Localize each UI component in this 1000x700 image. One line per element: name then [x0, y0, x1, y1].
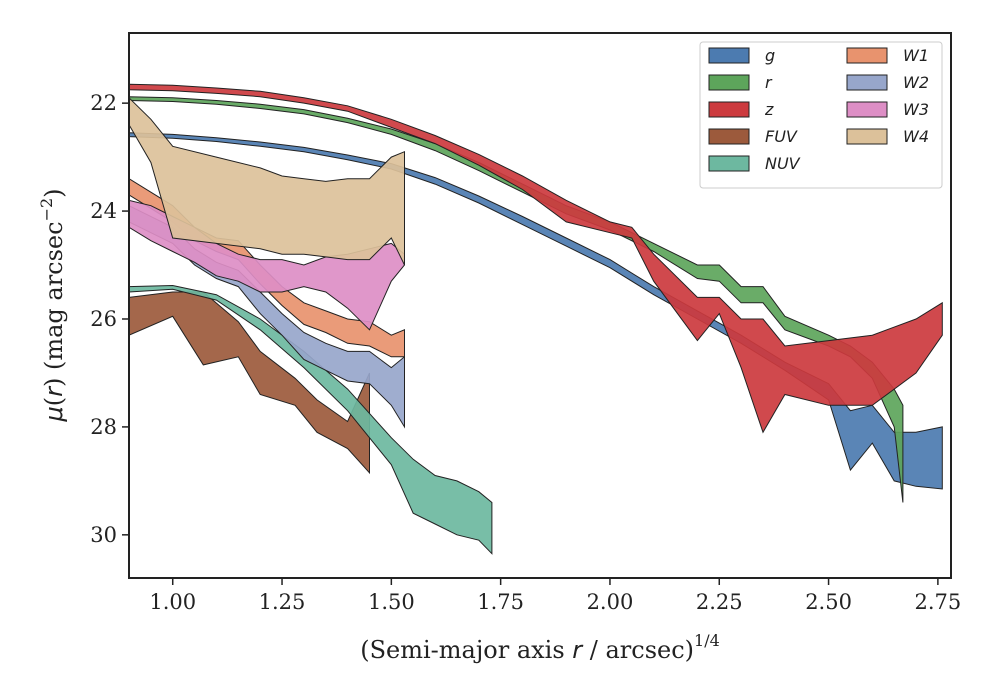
band-z [129, 83, 943, 434]
band-g [129, 132, 943, 490]
legend: grz FUV NUV W1 W2 W3 W4 [699, 41, 943, 189]
legend-label-w3: W3 [903, 100, 929, 119]
y-tick-label: 22 [90, 91, 117, 115]
y-axis-label: μ(r) (mag arcsec−2) [37, 188, 68, 422]
legend-swatch-r [708, 74, 750, 91]
x-axis-label: (Semi-major axis r / arcsec)1/4 [360, 631, 720, 664]
y-tick-label: 30 [90, 523, 117, 547]
x-tick-label: 2.25 [696, 590, 743, 614]
x-tick-label: 1.50 [368, 590, 415, 614]
band-w4 [129, 97, 405, 266]
x-tick-label: 1.00 [149, 590, 196, 614]
y-tick-label: 26 [90, 307, 117, 331]
legend-swatch-w4 [846, 128, 888, 145]
band-fuv [129, 291, 370, 475]
legend-label-g: g [765, 46, 775, 65]
y-tick-label: 24 [90, 199, 117, 223]
y-axis: 22 24 26 28 30 [90, 91, 129, 547]
legend-swatch-g [708, 47, 750, 64]
y-tick-label: 28 [90, 415, 117, 439]
legend-swatch-w3 [846, 101, 888, 118]
legend-swatch-fuv [708, 128, 750, 145]
legend-swatch-nuv [708, 155, 750, 172]
legend-label-z: z [764, 100, 774, 119]
x-tick-label: 2.75 [915, 590, 962, 614]
legend-label-w4: W4 [903, 127, 929, 146]
bands [129, 83, 943, 555]
legend-swatch-z [708, 101, 750, 118]
legend-label-w2: W2 [903, 73, 929, 92]
legend-swatch-w1 [846, 47, 888, 64]
legend-label-r: r [765, 73, 773, 92]
legend-swatch-w2 [846, 74, 888, 91]
legend-label-fuv: FUV [765, 127, 798, 146]
x-tick-label: 1.75 [477, 590, 524, 614]
plot-frame [128, 32, 952, 579]
x-axis: 1.00 1.25 1.50 1.75 2.00 2.25 2.50 2.75 [149, 578, 961, 614]
x-tick-label: 2.00 [587, 590, 634, 614]
x-tick-label: 1.25 [259, 590, 306, 614]
legend-label-nuv: NUV [765, 154, 801, 173]
legend-label-w1: W1 [903, 46, 929, 65]
x-tick-label: 2.50 [805, 590, 852, 614]
